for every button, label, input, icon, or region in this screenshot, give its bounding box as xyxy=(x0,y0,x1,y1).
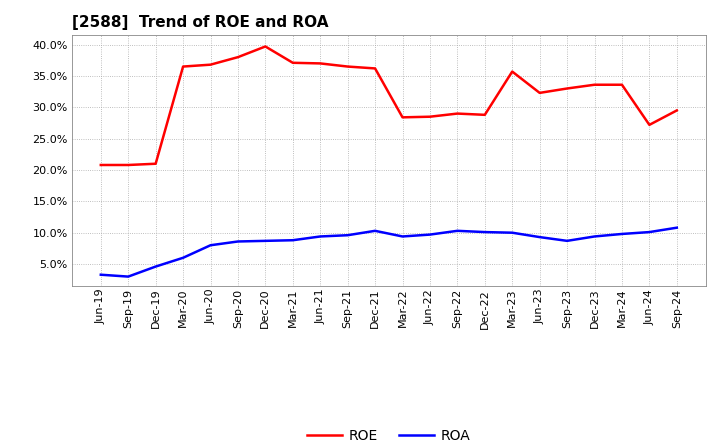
ROE xyxy=(124,162,132,168)
ROA xyxy=(96,272,105,277)
ROE xyxy=(206,62,215,67)
ROE xyxy=(261,44,270,49)
ROE xyxy=(618,82,626,88)
ROE xyxy=(536,90,544,95)
ROE xyxy=(426,114,434,119)
Line: ROE: ROE xyxy=(101,47,677,165)
Line: ROA: ROA xyxy=(101,227,677,277)
ROA xyxy=(536,235,544,240)
ROA xyxy=(343,233,352,238)
ROE xyxy=(96,162,105,168)
ROE xyxy=(289,60,297,66)
ROA xyxy=(645,229,654,235)
ROA xyxy=(563,238,572,243)
ROE xyxy=(453,111,462,116)
ROE xyxy=(672,108,681,113)
ROA xyxy=(508,230,516,235)
ROA xyxy=(233,239,242,244)
ROA xyxy=(453,228,462,234)
ROE xyxy=(398,115,407,120)
Text: [2588]  Trend of ROE and ROA: [2588] Trend of ROE and ROA xyxy=(72,15,328,30)
ROE xyxy=(179,64,187,69)
ROE xyxy=(645,122,654,128)
ROA xyxy=(206,242,215,248)
ROA xyxy=(151,264,160,269)
ROA xyxy=(316,234,325,239)
ROE xyxy=(508,69,516,74)
ROA xyxy=(618,231,626,237)
ROE xyxy=(480,112,489,117)
ROA xyxy=(480,229,489,235)
ROE xyxy=(590,82,599,88)
ROA xyxy=(398,234,407,239)
ROA xyxy=(261,238,270,243)
ROA xyxy=(179,255,187,260)
ROA xyxy=(124,274,132,279)
ROA xyxy=(672,225,681,230)
ROA xyxy=(590,234,599,239)
ROE xyxy=(151,161,160,166)
ROA xyxy=(371,228,379,234)
ROA xyxy=(289,238,297,243)
Legend: ROE, ROA: ROE, ROA xyxy=(302,423,476,440)
ROE xyxy=(316,61,325,66)
ROE xyxy=(563,86,572,91)
ROA xyxy=(426,232,434,237)
ROE xyxy=(343,64,352,69)
ROE xyxy=(233,55,242,60)
ROE xyxy=(371,66,379,71)
